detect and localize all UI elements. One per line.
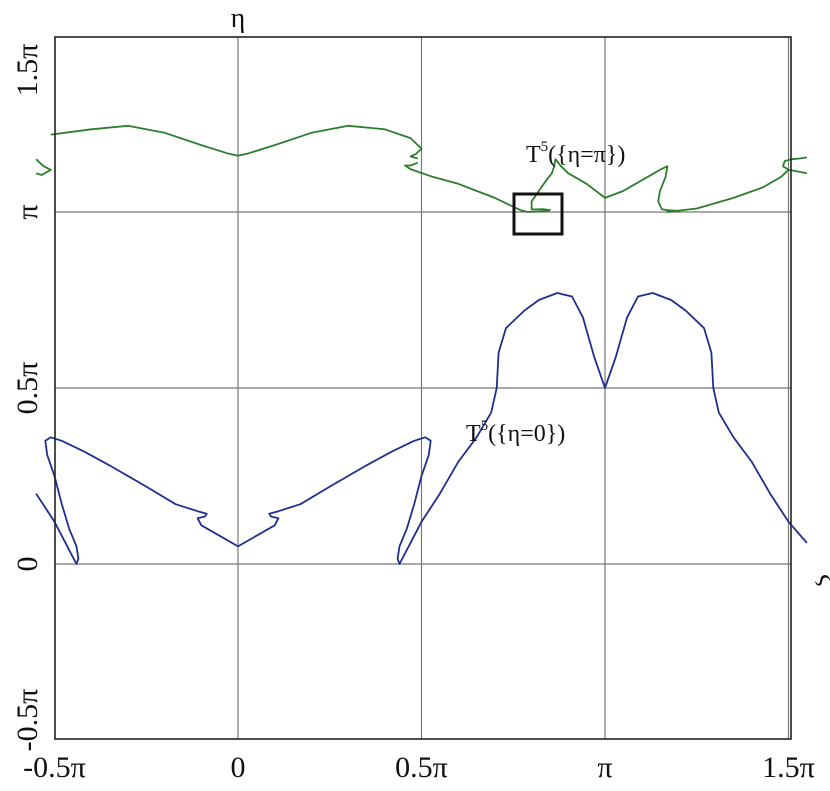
- y-tick-label: -0.5π: [11, 689, 44, 752]
- zoom-region-box: [512, 192, 564, 236]
- annotation-green-curve: T5({η=π}): [526, 139, 625, 168]
- annotation-blue-sup: 5: [481, 418, 489, 434]
- curves: [35, 124, 808, 565]
- annotation-green-text: ({η=π}): [548, 142, 625, 168]
- x-tick-label: π: [597, 751, 612, 784]
- plot-frame: [54, 36, 792, 740]
- annotation-blue-curve: T5({η=0}): [466, 418, 565, 447]
- x-tick-label: 0.5π: [395, 751, 448, 784]
- x-axis-label: ξ: [813, 574, 830, 586]
- y-tick-label: 0: [11, 557, 44, 572]
- x-tick-label: 0: [231, 751, 246, 784]
- tick-labels: -0.5π 0 0.5π π 1.5π -0.5π 0 0.5π π 1.5π: [11, 44, 815, 784]
- y-tick-label: π: [11, 204, 44, 219]
- annotation-blue-base: T: [466, 421, 481, 447]
- y-tick-label: 0.5π: [11, 362, 44, 415]
- series-1-segment-0: [35, 292, 808, 565]
- y-axis-label: η: [231, 3, 246, 34]
- x-tick-label: -0.5π: [23, 751, 86, 784]
- y-tick-label: 1.5π: [11, 44, 44, 97]
- series-0-segment-1: [50, 124, 423, 160]
- series-0-segment-2: [404, 158, 790, 213]
- annotation-green-sup: 5: [541, 139, 549, 155]
- x-tick-label: 1.5π: [762, 751, 815, 784]
- series-0-segment-0: [35, 158, 52, 176]
- grid-lines: [55, 37, 791, 739]
- annotation-blue-text: ({η=0}): [488, 421, 565, 447]
- series-0-segment-3: [782, 156, 808, 175]
- annotation-green-base: T: [526, 142, 541, 168]
